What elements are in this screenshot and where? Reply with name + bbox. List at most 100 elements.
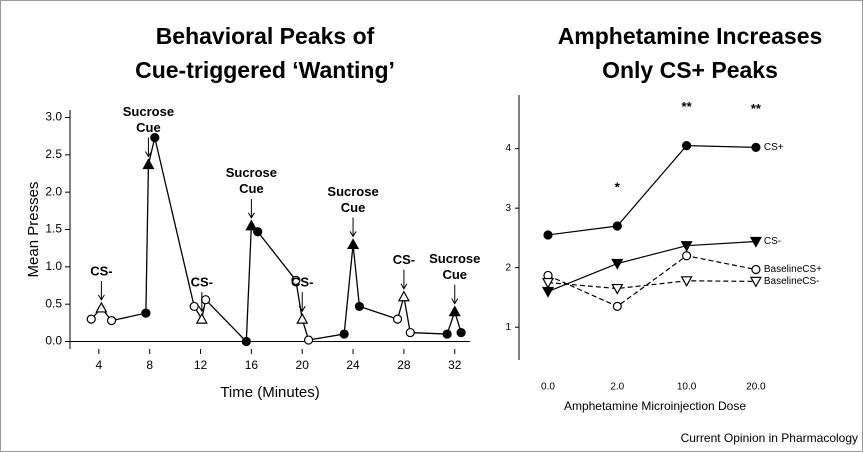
annotation-arrowhead	[198, 305, 206, 313]
x-tick-label: 20.0	[746, 382, 766, 393]
x-axis-label: Amphetamine Microinjection Dose	[564, 399, 746, 413]
marker	[456, 327, 466, 338]
annotation-arrowhead	[247, 212, 255, 219]
annotation: Cue	[136, 120, 161, 135]
y-axis-label: Mean Presses	[25, 182, 42, 278]
y-tick-label: 1	[505, 322, 511, 333]
marker	[751, 264, 761, 275]
x-tick-label: 20	[296, 358, 310, 372]
x-tick-label: 32	[448, 358, 462, 372]
x-axis-label: Time (Minutes)	[220, 384, 319, 401]
annotation-arrowhead	[349, 231, 357, 238]
x-tick-label: 24	[346, 358, 360, 372]
marker	[611, 283, 624, 295]
annotation-arrowhead	[298, 305, 306, 313]
marker	[681, 141, 692, 151]
data-line	[547, 145, 756, 236]
annotation-arrowhead	[400, 283, 408, 290]
marker	[442, 329, 452, 339]
marker	[339, 329, 349, 339]
annotation-arrowhead	[97, 294, 105, 301]
y-tick-label: 1.0	[45, 259, 62, 273]
annotation: Cue	[341, 200, 366, 215]
marker	[681, 251, 692, 261]
marker	[195, 312, 208, 324]
marker	[241, 336, 251, 347]
marker	[245, 219, 258, 231]
x-tick-label: 16	[245, 358, 259, 372]
x-tick-label: 0.0	[541, 382, 555, 393]
x-tick-label: 2.0	[610, 382, 624, 393]
y-tick-label: 3.0	[45, 110, 62, 124]
annotation-arrowhead	[451, 298, 459, 305]
marker	[253, 227, 263, 237]
marker	[201, 295, 211, 305]
marker	[749, 276, 762, 288]
data-line	[90, 137, 462, 344]
marker	[296, 312, 309, 324]
x-tick-label: 28	[397, 358, 411, 372]
y-tick-label: 2.5	[45, 147, 62, 161]
marker	[612, 221, 622, 231]
annotation: Sucrose	[429, 251, 480, 266]
marker	[354, 301, 365, 312]
marker	[543, 230, 553, 240]
marker	[141, 308, 151, 318]
series-label: CS+	[764, 142, 784, 153]
marker	[95, 301, 108, 313]
series-label: CS-	[764, 236, 781, 247]
marker	[189, 301, 199, 312]
x-tick-label: 4	[96, 358, 103, 372]
marker	[405, 327, 415, 338]
marker	[680, 241, 693, 252]
x-tick-label: 8	[146, 358, 153, 372]
annotation: **	[682, 99, 693, 114]
y-tick-label: 2.0	[45, 184, 62, 198]
marker	[291, 275, 301, 285]
chart-title: Only CS+ Peaks	[602, 57, 778, 83]
data-line	[547, 240, 756, 293]
marker	[751, 142, 761, 153]
marker	[392, 314, 403, 324]
source: Current Opinion in Pharmacology	[681, 431, 858, 445]
series-label: BaselineCS+	[764, 264, 822, 275]
chart-title: Behavioral Peaks of	[156, 23, 375, 49]
x-tick-label: 12	[194, 358, 208, 372]
marker	[611, 258, 624, 270]
annotation: Sucrose	[226, 165, 277, 180]
marker	[150, 133, 160, 143]
annotation: CS-	[393, 252, 415, 267]
y-tick-label: 2	[505, 262, 511, 273]
marker	[448, 305, 461, 317]
annotation: CS-	[191, 275, 213, 290]
y-tick-label: 4	[505, 143, 511, 154]
annotation: **	[751, 101, 762, 116]
annotation: *	[615, 179, 621, 194]
y-tick-label: 1.5	[45, 222, 62, 236]
chart-title: Cue-triggered ‘Wanting’	[135, 57, 395, 83]
data-line	[547, 280, 756, 290]
marker	[303, 335, 314, 345]
y-tick-label: 0.5	[45, 296, 62, 310]
annotation: Sucrose	[123, 104, 174, 119]
annotation: CS-	[291, 275, 313, 290]
marker	[397, 290, 410, 302]
y-tick-label: 3	[505, 203, 511, 214]
x-tick-label: 10.0	[677, 382, 697, 393]
marker	[612, 301, 622, 312]
marker	[749, 236, 762, 248]
marker	[106, 316, 117, 326]
annotation-arrowhead	[144, 151, 152, 158]
series-label: BaselineCS-	[764, 276, 820, 287]
marker	[680, 276, 693, 288]
annotation: Cue	[442, 267, 467, 282]
annotation: Sucrose	[327, 184, 378, 199]
marker	[347, 238, 360, 250]
marker	[541, 277, 555, 289]
chart-title: Amphetamine Increases	[558, 23, 823, 49]
marker	[142, 158, 155, 170]
annotation: CS-	[90, 263, 112, 278]
y-tick-label: 0.0	[45, 334, 62, 348]
marker	[86, 314, 96, 324]
